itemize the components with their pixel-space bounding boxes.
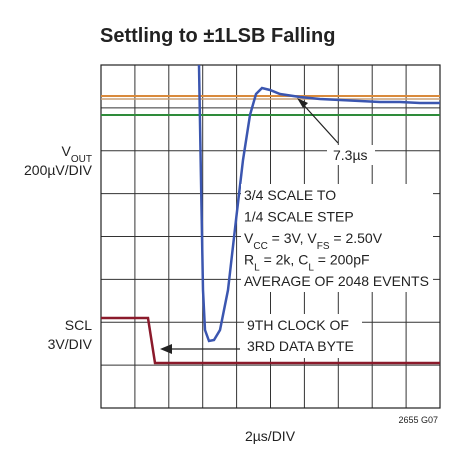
- arrowhead: [160, 344, 172, 354]
- label-text: 7.3µs: [333, 147, 368, 163]
- label-line: RL = 2k, CL = 200pF: [244, 252, 370, 274]
- label-text: AVERAGE OF 2048 EVENTS: [244, 273, 429, 289]
- label-text: V: [62, 143, 72, 159]
- chart-title: Settling to ±1LSB Falling: [100, 25, 335, 47]
- label-line: 3RD DATA BYTE: [247, 338, 354, 354]
- subscript: CC: [253, 241, 267, 252]
- label-text: R: [244, 252, 254, 268]
- label-line: AVERAGE OF 2048 EVENTS: [244, 273, 429, 289]
- label-text: = 2k, C: [260, 252, 309, 268]
- label-text: = 2.50V: [330, 230, 383, 246]
- label-text: 3V/DIV: [48, 336, 93, 352]
- subscript: L: [308, 262, 314, 273]
- arrowhead: [297, 98, 308, 108]
- label-text: = 200pF: [314, 252, 370, 268]
- label-text: SCL: [65, 317, 92, 333]
- label-line: 7.3µs: [333, 147, 368, 163]
- label-line: SCL: [65, 317, 92, 333]
- label-bg: [241, 184, 433, 292]
- label-bg: [327, 145, 375, 165]
- label-line: VCC = 3V, VFS = 2.50V: [244, 230, 383, 252]
- label-text: = 3V, V: [268, 230, 318, 246]
- subscript: OUT: [71, 154, 92, 165]
- label-bg: [244, 314, 362, 358]
- subscript: FS: [317, 241, 330, 252]
- subscript: L: [254, 262, 260, 273]
- label-line: 3/4 SCALE TO: [244, 187, 336, 203]
- arrow: [299, 100, 339, 144]
- scl-trace: [101, 316, 440, 365]
- x-axis-label: 2µs/DIV: [245, 428, 296, 444]
- label-text: 3/4 SCALE TO: [244, 187, 336, 203]
- figure-id: 2655 G07: [398, 415, 438, 425]
- label-text: V: [244, 230, 254, 246]
- vout-trace: [197, 64, 440, 343]
- label-text: 200µV/DIV: [24, 162, 93, 178]
- label-line: VOUT: [62, 143, 92, 165]
- label-line: 200µV/DIV: [24, 162, 93, 178]
- label-line: 3V/DIV: [48, 336, 93, 352]
- label-text: 1/4 SCALE STEP: [244, 209, 354, 225]
- label-line: 9TH CLOCK OF: [247, 317, 349, 333]
- label-text: 3RD DATA BYTE: [247, 338, 354, 354]
- plot-frame: [100, 64, 441, 409]
- label-text: 9TH CLOCK OF: [247, 317, 349, 333]
- label-line: 1/4 SCALE STEP: [244, 209, 354, 225]
